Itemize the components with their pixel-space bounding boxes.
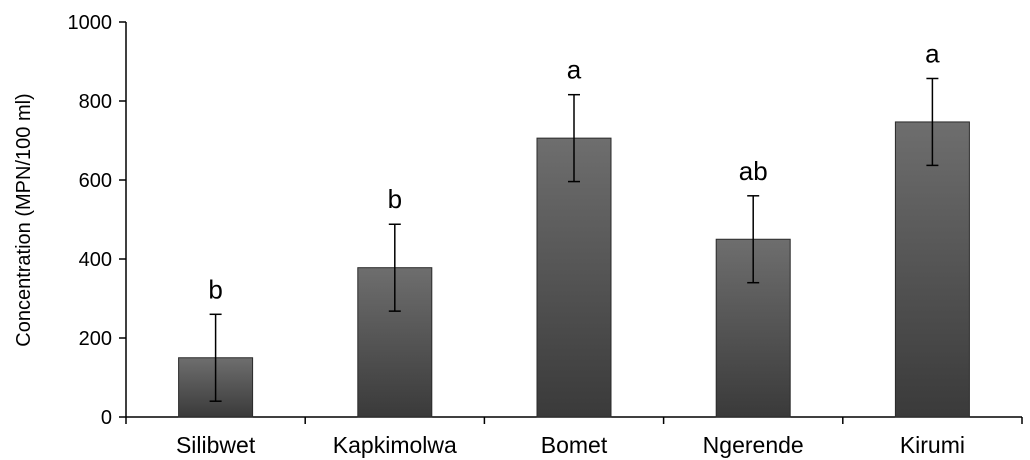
y-tick-label: 0 — [101, 407, 112, 429]
x-category-label: Ngerende — [703, 432, 804, 458]
x-category-label: Kapkimolwa — [333, 432, 457, 458]
significance-label: ab — [739, 156, 768, 186]
y-tick-label: 200 — [79, 328, 112, 350]
error-bars — [209, 77, 939, 402]
significance-label: b — [388, 184, 402, 214]
bar-kirumi — [894, 121, 970, 418]
y-tick-label: 1000 — [68, 12, 113, 34]
significance-label: a — [567, 55, 582, 85]
significance-label: b — [208, 274, 222, 304]
x-category-label: Kirumi — [900, 432, 965, 458]
y-tick-label: 800 — [79, 91, 112, 113]
bar-bomet — [536, 137, 612, 418]
x-category-label: Silibwet — [176, 432, 256, 458]
y-tick-label: 400 — [79, 249, 112, 271]
axes: 0 200 400 600 800 1000 — [68, 12, 1023, 429]
y-tick-label: 600 — [79, 170, 112, 192]
y-axis-title: Concentration (MPN/100 ml) — [13, 93, 35, 346]
significance-label: a — [925, 38, 940, 68]
bars — [178, 121, 970, 418]
x-category-label: Bomet — [541, 432, 608, 458]
labels: b Silibwet b Kapkimolwa a Bomet ab Ngerende a Kir… — [176, 38, 965, 458]
